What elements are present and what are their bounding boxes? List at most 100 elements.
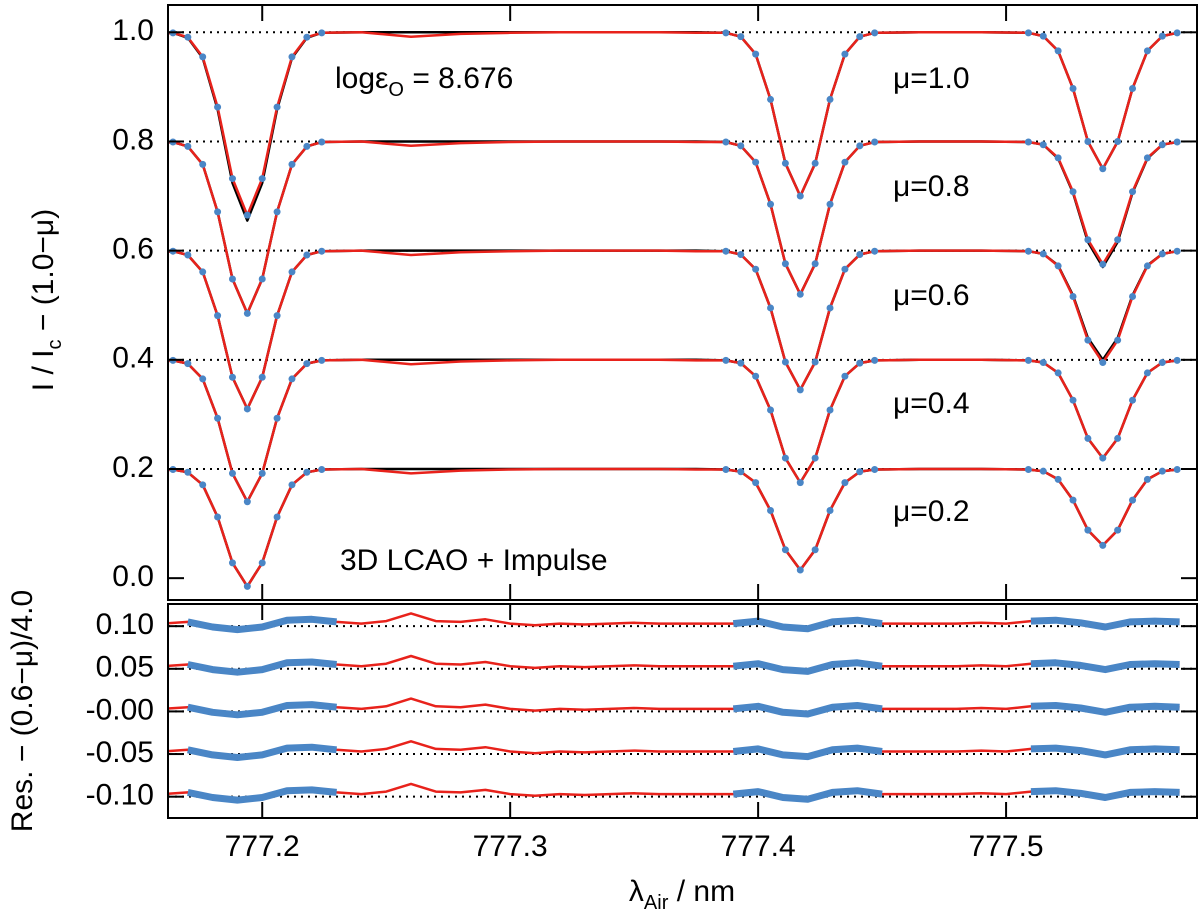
x-tick-label: 777.3 — [473, 830, 548, 863]
fit-point — [722, 29, 730, 37]
abundance-annotation: logεO = 8.676 — [335, 62, 513, 101]
fit-point — [856, 142, 864, 150]
fit-point — [199, 268, 207, 276]
x-axis-label-sub: Air — [644, 892, 669, 914]
fit-residual-line — [1030, 702, 1180, 716]
fit-point — [1129, 188, 1137, 196]
observed-line — [168, 358, 1178, 503]
plot-frame — [167, 4, 1198, 601]
fit-point — [781, 159, 789, 167]
fit-point — [258, 559, 266, 567]
model-annotation: 3D LCAO + Impulse — [340, 544, 608, 577]
fit-point — [767, 200, 775, 208]
fit-point — [1143, 47, 1151, 55]
fit-point — [752, 50, 760, 58]
fit-point — [1143, 369, 1151, 377]
mu-label: μ=0.2 — [893, 495, 970, 528]
model-line — [168, 358, 1178, 503]
fit-point — [722, 356, 730, 364]
fit-point — [1129, 396, 1137, 404]
fit-point — [1143, 262, 1151, 270]
y-tick-label: -0.05 — [86, 736, 154, 769]
fit-point — [1099, 541, 1107, 549]
y-axis-label-rest: − (1.0−μ) — [27, 209, 60, 340]
fit-point — [796, 479, 804, 487]
fit-point — [1069, 496, 1077, 504]
fit-residual-line — [732, 659, 883, 675]
fit-point — [826, 95, 834, 103]
fit-point — [737, 250, 745, 258]
fit-point — [273, 103, 281, 111]
fit-point — [258, 175, 266, 183]
fit-residual-line — [732, 702, 883, 718]
fit-residual-line — [1030, 744, 1180, 759]
fit-point — [1114, 336, 1122, 344]
abundance-annotation-sub: O — [388, 79, 404, 101]
fit-point — [1054, 47, 1062, 55]
fit-point — [214, 414, 222, 422]
fit-point — [737, 33, 745, 41]
fit-point — [288, 268, 296, 276]
fit-point — [1054, 154, 1062, 162]
fit-point — [273, 414, 281, 422]
fit-point — [811, 159, 819, 167]
fit-point — [1024, 138, 1032, 146]
y-tick-label: 0.0 — [112, 560, 154, 593]
fit-point — [1054, 262, 1062, 270]
y-tick-label: 0.2 — [112, 451, 154, 484]
fit-point — [811, 546, 819, 554]
fit-point — [1099, 165, 1107, 173]
fit-point — [1158, 250, 1166, 258]
fit-point — [826, 406, 834, 414]
observed-line — [168, 140, 1178, 315]
y-axis-label-sub: c — [44, 340, 66, 350]
model-line — [168, 467, 1178, 588]
x-tick-label: 777.4 — [721, 830, 796, 863]
fit-point — [1158, 141, 1166, 149]
fit-point — [1129, 85, 1137, 93]
fit-point — [258, 469, 266, 477]
y-tick-label: 1.0 — [112, 14, 154, 47]
x-axis-label: λAir / nm — [629, 875, 735, 914]
fit-residual-line — [1030, 616, 1180, 631]
mu-label: μ=0.6 — [893, 279, 970, 312]
fit-point — [1069, 188, 1077, 196]
model-line — [168, 249, 1178, 411]
fit-residual-line — [1030, 787, 1180, 801]
fit-point — [811, 260, 819, 268]
fit-point — [796, 566, 804, 574]
y-tick-label: 0.6 — [112, 233, 154, 266]
fit-point — [1114, 236, 1122, 244]
fit-point — [781, 454, 789, 462]
fit-point — [781, 260, 789, 268]
fit-point — [841, 50, 849, 58]
fit-point — [796, 386, 804, 394]
fit-point — [184, 33, 192, 41]
fit-residual-line — [187, 701, 337, 719]
fit-point — [1084, 137, 1092, 145]
fit-point — [303, 33, 311, 41]
fit-point — [1039, 250, 1047, 258]
fit-point — [1173, 356, 1181, 364]
fit-point — [1173, 138, 1181, 146]
x-axis-label-rest: / nm — [668, 875, 735, 908]
fit-point — [737, 359, 745, 367]
fit-point — [228, 175, 236, 183]
fit-point — [303, 142, 311, 150]
fit-residual-line — [187, 658, 337, 676]
fit-point — [258, 275, 266, 283]
fit-point — [752, 265, 760, 273]
mu-label: μ=0.4 — [893, 387, 970, 420]
fit-point — [1173, 29, 1181, 37]
fit-point — [318, 247, 326, 255]
fit-point — [199, 53, 207, 61]
fit-point — [318, 356, 326, 364]
fit-point — [1129, 496, 1137, 504]
fit-point — [856, 33, 864, 41]
fit-residual-line — [732, 744, 883, 761]
fit-point — [1173, 247, 1181, 255]
fit-point — [228, 469, 236, 477]
fit-point — [1099, 359, 1107, 367]
fit-point — [856, 468, 864, 476]
fit-point — [767, 304, 775, 312]
